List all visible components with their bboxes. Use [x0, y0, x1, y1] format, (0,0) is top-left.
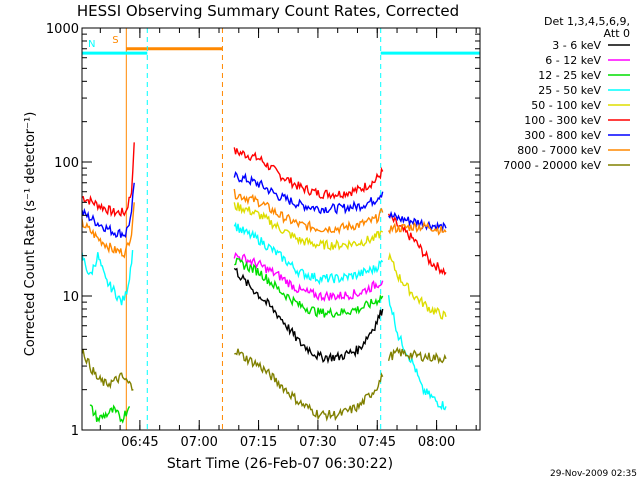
- legend-entry: 25 - 50 keV: [538, 84, 630, 97]
- x-tick-label: 07:30: [299, 435, 336, 450]
- annotation-label: S: [112, 35, 118, 46]
- legend-entry: 800 - 7000 keV: [517, 144, 630, 157]
- series-line: [82, 202, 135, 259]
- series-line: [82, 349, 134, 391]
- legend-label: 50 - 100 keV: [531, 99, 601, 112]
- y-tick-label: 1: [71, 424, 79, 439]
- legend-entry: 100 - 300 keV: [524, 114, 630, 127]
- series-line: [233, 202, 384, 251]
- legend-label: 7000 - 20000 keV: [503, 159, 601, 172]
- y-tick-label: 100: [54, 156, 79, 171]
- series-line: [82, 182, 135, 239]
- legend-header: Det 1,3,4,5,6,9,: [544, 15, 630, 28]
- legend-label: 300 - 800 keV: [524, 129, 601, 142]
- timestamp: 29-Nov-2009 02:35: [550, 469, 637, 479]
- annotation-label: N: [88, 39, 95, 50]
- series-line: [387, 251, 447, 320]
- series-line: [89, 404, 131, 424]
- series-0: [82, 142, 447, 276]
- legend-label: 800 - 7000 keV: [517, 144, 601, 157]
- series-4: [82, 221, 447, 411]
- legend-entry: 3 - 6 keV: [552, 39, 630, 52]
- x-axis-label: Start Time (26-Feb-07 06:30:22): [167, 456, 393, 472]
- legend-label: 25 - 50 keV: [538, 84, 601, 97]
- annotation-n-right: [380, 28, 480, 430]
- legend: Det 1,3,4,5,6,9,Att 03 - 6 keV 6 - 12 keV…: [503, 15, 630, 172]
- series-line: [234, 348, 384, 422]
- legend-entry: 300 - 800 keV: [524, 129, 630, 142]
- series-line: [82, 142, 135, 218]
- series-line: [233, 188, 384, 235]
- legend-entry: 50 - 100 keV: [531, 99, 630, 112]
- axes: 1 10 100 1000 06:45 07:00 07:15 07:30 07:45 08:00: [46, 22, 481, 450]
- series-line: [387, 220, 447, 236]
- x-tick-label: 07:45: [359, 435, 396, 450]
- plot-frame: [81, 27, 481, 431]
- legend-entry: 7000 - 20000 keV: [503, 159, 630, 172]
- series-line: [387, 346, 447, 365]
- series-3: [233, 202, 447, 320]
- series-line: [233, 171, 384, 215]
- series-line: [82, 250, 134, 306]
- annotation-s: S: [112, 28, 223, 430]
- legend-label: 12 - 25 keV: [538, 69, 601, 82]
- series-8: [82, 346, 447, 422]
- annotation-n: N: [82, 28, 148, 430]
- legend-entry: 12 - 25 keV: [538, 69, 630, 82]
- series-5: [233, 252, 384, 302]
- x-tick-label: 07:00: [180, 435, 217, 450]
- legend-entry: 6 - 12 keV: [545, 54, 630, 67]
- series-line: [233, 267, 384, 365]
- y-tick-label: 10: [62, 290, 79, 305]
- y-axis-label: Corrected Count Rate (s⁻¹ detector⁻¹): [23, 112, 38, 357]
- series-6: [234, 257, 384, 318]
- y-tick-label: 1000: [46, 22, 79, 37]
- x-tick-label: 06:45: [121, 435, 158, 450]
- series-line: [233, 221, 384, 286]
- x-tick-label: 08:00: [418, 435, 455, 450]
- series-7: [233, 267, 384, 365]
- legend-label: 100 - 300 keV: [524, 114, 601, 127]
- series-line: [233, 147, 384, 200]
- legend-label: 6 - 12 keV: [545, 54, 601, 67]
- series-9: [89, 404, 131, 424]
- series-line: [233, 252, 384, 302]
- series-2: [82, 188, 447, 259]
- series-line: [234, 257, 384, 318]
- legend-label: 3 - 6 keV: [552, 39, 601, 52]
- plot-area: SN: [82, 28, 480, 430]
- series-line: [387, 295, 447, 411]
- x-tick-label: 07:15: [240, 435, 277, 450]
- legend-header: Att 0: [604, 27, 630, 40]
- chart-title: HESSI Observing Summary Count Rates, Cor…: [77, 2, 459, 20]
